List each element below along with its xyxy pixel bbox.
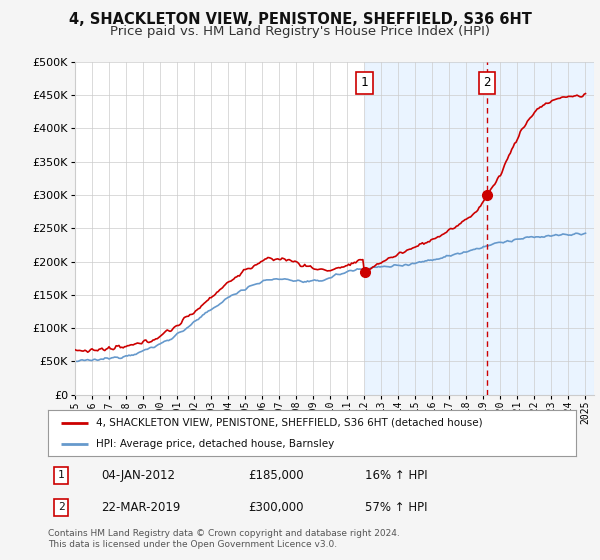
Text: 1: 1 xyxy=(361,76,368,90)
Text: 1: 1 xyxy=(58,470,65,480)
Text: Contains HM Land Registry data © Crown copyright and database right 2024.
This d: Contains HM Land Registry data © Crown c… xyxy=(48,529,400,549)
Text: 22-MAR-2019: 22-MAR-2019 xyxy=(101,501,180,514)
Text: 2: 2 xyxy=(58,502,65,512)
Text: 2: 2 xyxy=(484,76,491,90)
Text: 16% ↑ HPI: 16% ↑ HPI xyxy=(365,469,427,482)
Text: £300,000: £300,000 xyxy=(248,501,304,514)
Text: HPI: Average price, detached house, Barnsley: HPI: Average price, detached house, Barn… xyxy=(95,439,334,449)
Text: 4, SHACKLETON VIEW, PENISTONE, SHEFFIELD, S36 6HT: 4, SHACKLETON VIEW, PENISTONE, SHEFFIELD… xyxy=(68,12,532,27)
Text: £185,000: £185,000 xyxy=(248,469,304,482)
Text: 4, SHACKLETON VIEW, PENISTONE, SHEFFIELD, S36 6HT (detached house): 4, SHACKLETON VIEW, PENISTONE, SHEFFIELD… xyxy=(95,418,482,428)
Text: 57% ↑ HPI: 57% ↑ HPI xyxy=(365,501,427,514)
Text: 04-JAN-2012: 04-JAN-2012 xyxy=(101,469,175,482)
Bar xyxy=(365,62,594,395)
Text: Price paid vs. HM Land Registry's House Price Index (HPI): Price paid vs. HM Land Registry's House … xyxy=(110,25,490,38)
